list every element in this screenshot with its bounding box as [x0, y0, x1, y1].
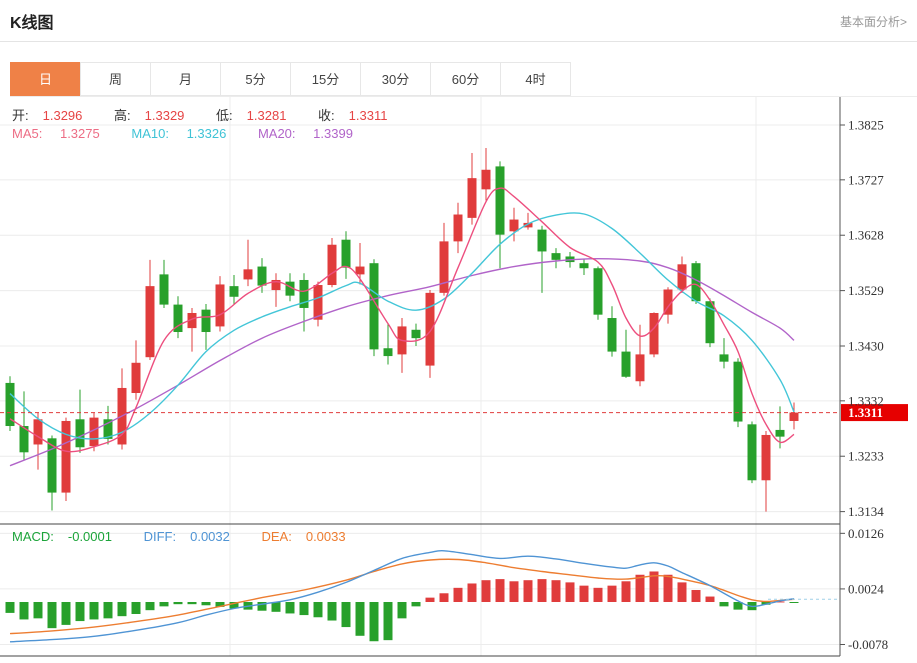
header-divider	[0, 41, 917, 42]
axis-label: 1.3430	[848, 339, 884, 354]
axis-label: 0.0024	[848, 581, 884, 596]
axis-label: 1.3529	[848, 283, 884, 298]
ma10-line	[9, 212, 795, 440]
kline-canvas[interactable]: 1.3311 1.3825 1.3727 1.3628 1.3529 1.3430 1.33…	[0, 97, 917, 658]
axis-label: 1.3727	[848, 172, 884, 187]
page-title: K线图	[10, 15, 54, 32]
dea-line	[9, 558, 795, 635]
tab-30min[interactable]: 30分	[360, 62, 431, 96]
candles-group	[5, 147, 799, 512]
ma5-line	[9, 187, 795, 453]
tab-4hour[interactable]: 4时	[500, 62, 571, 96]
axis-label: 1.3233	[848, 449, 884, 464]
macd-histogram-group	[5, 571, 799, 642]
axis-label: 1.3332	[848, 393, 884, 408]
diff-line	[9, 549, 795, 643]
page-header: K线图 基本面分析>	[0, 0, 917, 41]
ma20-line	[9, 257, 795, 467]
axis-label: 1.3628	[848, 228, 884, 243]
kline-chart-area: 1.3311 1.3825 1.3727 1.3628 1.3529 1.3430 1.33…	[0, 97, 917, 658]
tab-day[interactable]: 日	[10, 62, 81, 96]
interval-tab-bar: 日 周 月 5分 15分 30分 60分 4时	[10, 62, 917, 97]
axis-label: -0.0078	[848, 637, 888, 652]
current-price-badge-text: 1.3311	[848, 405, 883, 420]
fundamental-analysis-link[interactable]: 基本面分析>	[839, 14, 907, 29]
tab-week[interactable]: 周	[80, 62, 151, 96]
tab-5min[interactable]: 5分	[220, 62, 291, 96]
tab-60min[interactable]: 60分	[430, 62, 501, 96]
tab-15min[interactable]: 15分	[290, 62, 361, 96]
current-price-badge	[841, 404, 908, 422]
axis-label: 1.3134	[848, 504, 884, 519]
axis-label: 0.0126	[848, 526, 884, 541]
axis-label: 1.3825	[848, 118, 884, 133]
tab-month[interactable]: 月	[150, 62, 221, 96]
